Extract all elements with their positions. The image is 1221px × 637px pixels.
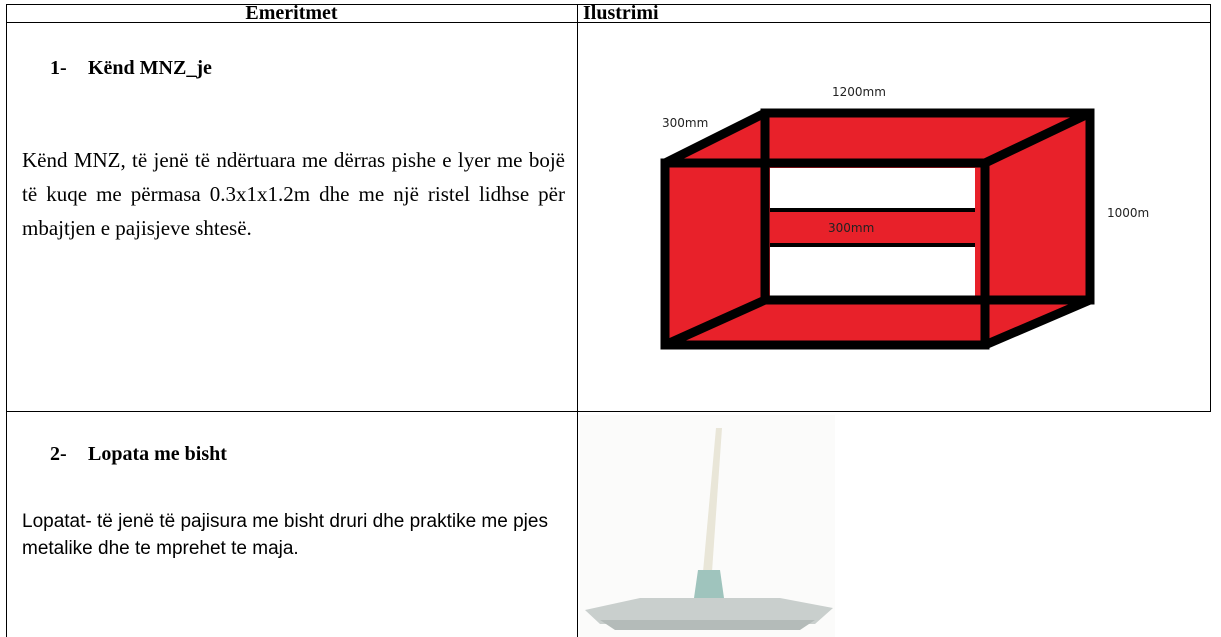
- table-border: [577, 4, 578, 637]
- box-diagram: 1200mm 300mm 300mm 1000m: [660, 85, 1149, 350]
- column-header: Ilustrimi: [583, 2, 659, 24]
- box-opening: [770, 168, 975, 210]
- table-border: [6, 4, 1211, 5]
- table-border: [6, 411, 1211, 412]
- dimension-label: 1000m: [1107, 206, 1149, 220]
- box-edges: [660, 108, 1095, 350]
- box-opening: [770, 245, 975, 298]
- item-title: Kënd MNZ_je: [88, 57, 212, 79]
- item-number: 1-: [50, 57, 67, 79]
- column-header: Emeritmet: [245, 2, 338, 24]
- dimension-label: 300mm: [828, 221, 874, 235]
- table-border: [1210, 4, 1211, 412]
- dimension-label: 300mm: [662, 116, 708, 130]
- item-description: Lopatat- të jenë të pajisura me bisht dr…: [22, 511, 548, 559]
- shovel-image: [580, 415, 835, 637]
- item-description: Kënd MNZ, të jenë të ndërtuara me dërras…: [22, 148, 565, 240]
- table-border: [6, 22, 1211, 23]
- table-border: [6, 4, 7, 637]
- dimension-label: 1200mm: [832, 85, 886, 99]
- item-title: Lopata me bisht: [88, 443, 227, 465]
- item-number: 2-: [50, 443, 67, 465]
